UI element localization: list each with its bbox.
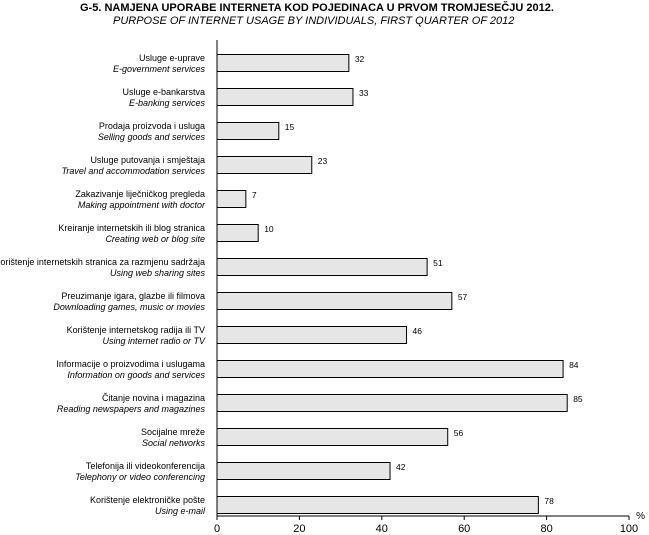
category-label: Korištenje internetskog radija ili TV [67, 325, 205, 335]
data-label: 32 [355, 54, 365, 64]
data-label: 42 [396, 462, 406, 472]
category-label-en: E-banking services [129, 98, 206, 108]
data-label: 15 [285, 122, 295, 132]
category-label: Telefonija ili videokonferencija [86, 461, 205, 471]
category-label: Kreiranje internetskih ili blog stranica [58, 223, 205, 233]
x-tick-label: 0 [214, 523, 220, 535]
category-label-en: Creating web or blog site [105, 234, 205, 244]
category-label: Usluge e-uprave [139, 53, 205, 63]
bar [216, 496, 539, 514]
bar [216, 326, 408, 344]
category-label-en: E-government services [113, 64, 206, 74]
category-label-en: Social networks [142, 438, 206, 448]
data-label: 23 [318, 156, 328, 166]
category-label-en: Travel and accommodation services [62, 166, 206, 176]
bar [216, 258, 428, 276]
category-label-en: Selling goods and services [98, 132, 206, 142]
category-label-en: Reading newspapers and magazines [57, 404, 206, 414]
bar [216, 360, 564, 378]
data-label: 57 [458, 292, 468, 302]
category-label: Socijalne mreže [141, 427, 205, 437]
bar [216, 462, 391, 480]
category-label: Informacije o proizvodima i uslugama [56, 359, 205, 369]
bar [216, 190, 247, 208]
chart-subtitle: PURPOSE OF INTERNET USAGE BY INDIVIDUALS… [113, 15, 515, 27]
x-tick-label: 20 [293, 523, 305, 535]
category-label: Preuzimanje igara, glazbe ili filmova [61, 291, 205, 301]
bar [216, 156, 313, 174]
x-tick-label: 100 [620, 523, 638, 535]
bar [216, 88, 354, 106]
x-axis-unit: % [636, 511, 645, 522]
category-label: Zakazivanje liječničkog pregleda [75, 189, 205, 199]
category-label-en: Using internet radio or TV [102, 336, 206, 346]
category-label-en: Making appointment with doctor [78, 200, 206, 210]
data-label: 84 [569, 360, 579, 370]
data-label: 33 [359, 88, 369, 98]
bar [216, 428, 449, 446]
category-label-en: Using web sharing sites [110, 268, 206, 278]
data-label: 51 [433, 258, 443, 268]
bar [216, 122, 280, 140]
bar [216, 394, 568, 412]
category-label-en: Downloading games, music or movies [53, 302, 205, 312]
category-label: Prodaja proizvoda i usluga [99, 121, 205, 131]
data-label: 7 [252, 190, 257, 200]
category-label: Korištenje internetskih stranica za razm… [0, 257, 205, 267]
bar [216, 54, 350, 72]
category-label: Korištenje elektroničke pošte [90, 495, 205, 505]
category-label-en: Telephony or video conferencing [75, 472, 205, 482]
data-label: 56 [454, 428, 464, 438]
x-tick-label: 80 [540, 523, 552, 535]
bar [216, 292, 453, 310]
x-tick-label: 60 [458, 523, 470, 535]
category-label: Čitanje novina i magazina [102, 393, 205, 403]
category-label-en: Information on goods and services [67, 370, 205, 380]
category-label-en: Using e-mail [155, 506, 206, 516]
data-label: 10 [264, 224, 274, 234]
x-tick-label: 40 [376, 523, 388, 535]
data-label: 85 [573, 394, 583, 404]
category-label: Usluge putovanja i smještaja [90, 155, 205, 165]
data-label: 78 [544, 496, 554, 506]
data-label: 46 [413, 326, 423, 336]
chart-title: G-5. NAMJENA UPORABE INTERNETA KOD POJED… [80, 2, 554, 14]
category-label: Usluge e-bankarstva [122, 87, 205, 97]
bar [216, 224, 259, 242]
